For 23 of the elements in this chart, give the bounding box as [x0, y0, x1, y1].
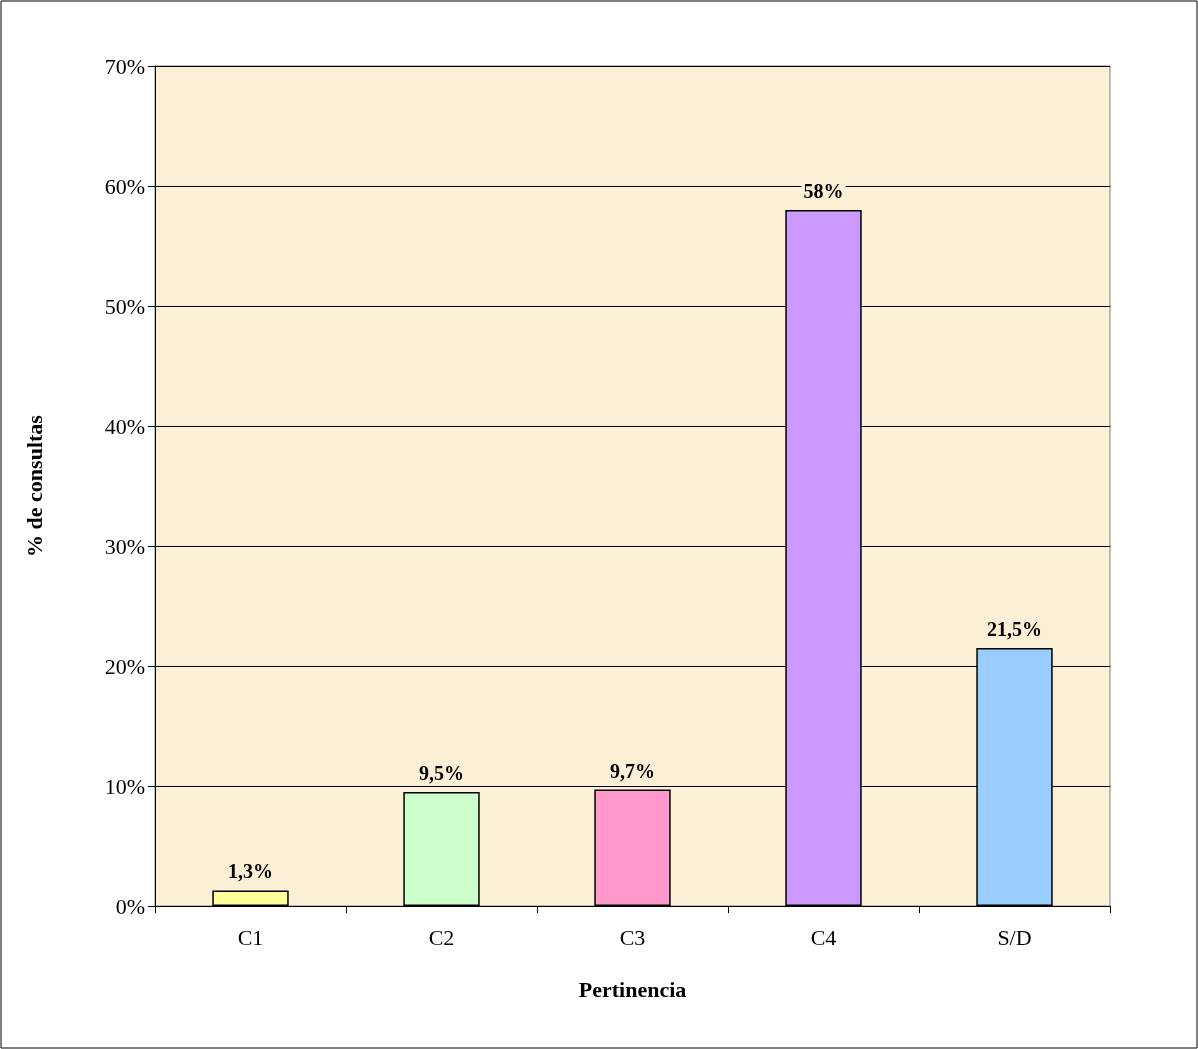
data-label: 58%: [803, 180, 844, 202]
data-label: 9,5%: [419, 762, 464, 784]
x-tick-label: C1: [237, 924, 264, 950]
data-label: 9,7%: [610, 759, 655, 782]
bar: [212, 890, 289, 906]
y-tick-label: 10%: [104, 773, 145, 799]
bar: [403, 792, 480, 906]
bar: [594, 789, 671, 906]
y-tick-label: 0%: [115, 893, 145, 919]
y-tick-label: 40%: [104, 413, 145, 439]
y-tick-label: 30%: [104, 533, 145, 559]
data-label: 1,3%: [228, 860, 273, 883]
data-label: 21,5%: [987, 618, 1042, 640]
y-tick-label: 60%: [104, 173, 145, 199]
x-tick-label: C3: [619, 924, 646, 950]
x-tick-label: C2: [428, 924, 455, 950]
y-tick-label: 50%: [104, 293, 145, 319]
x-tick-label: S/D: [997, 924, 1032, 950]
y-tick-label: 70%: [104, 53, 145, 79]
x-axis-title: Pertinencia: [578, 976, 687, 1002]
y-axis-title: % de consultas: [21, 414, 47, 557]
x-tick-label: C4: [810, 924, 837, 950]
y-tick-label: 20%: [104, 653, 145, 679]
